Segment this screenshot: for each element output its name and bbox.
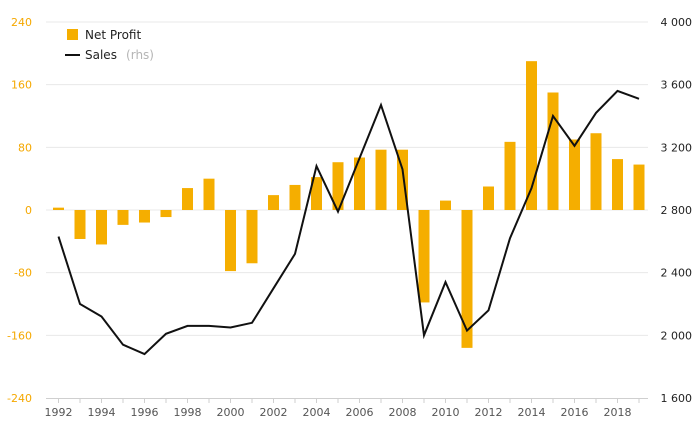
x-tick-label: 2000: [217, 406, 245, 419]
y-left-tick-label: 0: [25, 204, 32, 217]
y-right-tick-label: 2 400: [661, 267, 693, 280]
bar-net-profit-2011: [461, 210, 473, 348]
bar-net-profit-1996: [139, 210, 150, 223]
bar-net-profit-1999: [203, 178, 215, 210]
sales-line: [57, 89, 640, 356]
bar-net-profit-2001: [246, 210, 258, 264]
bar-net-profit-2007: [375, 149, 387, 210]
bar-net-profit-1993: [74, 210, 86, 239]
y-right-tick-label: 2 800: [661, 204, 693, 217]
bar-net-profit-1995: [117, 210, 129, 225]
y-right-tick-label: 3 200: [661, 141, 693, 154]
bar-net-profit-2003: [289, 184, 301, 210]
bar-net-profit-2005: [332, 162, 344, 210]
y-right-tick-label: 1 600: [661, 392, 693, 405]
bar-net-profit-1998: [182, 188, 193, 210]
net-profit-bars: [53, 61, 645, 348]
legend-label-net-profit: Net Profit: [85, 28, 141, 42]
y-right-tick-label: 2 000: [661, 329, 693, 342]
legend-swatch-net-profit: [67, 29, 78, 40]
bar-net-profit-1992: [53, 207, 64, 210]
bar-net-profit-2010: [440, 200, 451, 210]
bar-net-profit-2016: [569, 139, 580, 210]
bar-net-profit-1997: [160, 210, 172, 218]
legend-label-sales-group: Sales (rhs): [85, 44, 154, 63]
bar-net-profit-2000: [225, 210, 236, 272]
y-left-tick-label: 240: [11, 16, 32, 29]
bar-net-profit-2015: [547, 92, 559, 210]
bar-net-profit-2018: [612, 159, 623, 210]
legend-label-sales-rhs: (rhs): [126, 48, 154, 62]
x-tick-label: 2006: [346, 406, 374, 419]
x-tick-label: 2012: [475, 406, 503, 419]
bar-net-profit-2013: [504, 141, 516, 210]
x-tick-label: 1992: [45, 406, 73, 419]
y-right-tick-label: 3 600: [661, 79, 693, 92]
bar-net-profit-2012: [483, 186, 494, 210]
x-tick-label: 2014: [518, 406, 546, 419]
legend-label-sales: Sales: [85, 48, 117, 62]
x-tick-label: 2016: [561, 406, 589, 419]
bar-net-profit-2017: [590, 133, 602, 210]
y-left-tick-label: -80: [14, 267, 32, 280]
bar-net-profit-2004: [311, 177, 322, 210]
y-left-tick-label: 80: [18, 141, 32, 154]
x-tick-label: 1994: [88, 406, 116, 419]
y-left-tick-label: 160: [11, 79, 32, 92]
x-tick-label: 2004: [303, 406, 331, 419]
x-tick-label: 2002: [260, 406, 288, 419]
x-tick-label: 2008: [389, 406, 417, 419]
bar-net-profit-1994: [96, 210, 107, 245]
y-left-tick-label: -160: [7, 329, 32, 342]
x-tick-label: 2018: [604, 406, 632, 419]
bar-net-profit-2009: [418, 210, 430, 303]
bar-net-profit-2019: [633, 164, 645, 210]
y-left-tick-label: -240: [7, 392, 32, 405]
x-tick-label: 1996: [131, 406, 159, 419]
bar-net-profit-2008: [397, 149, 408, 210]
sales-line-group: [57, 89, 640, 356]
x-tick-label: 2010: [432, 406, 460, 419]
bar-net-profit-2006: [354, 157, 365, 210]
y-right-tick-label: 4 000: [661, 16, 693, 29]
legend: Net Profit Sales (rhs): [65, 28, 154, 63]
axes: 240 160 80 0 -80 -160 -240 4 000 3 600 3 200 2 800…: [7, 16, 692, 419]
bar-net-profit-2014: [526, 61, 537, 210]
bar-net-profit-2002: [268, 195, 279, 210]
x-tick-label: 1998: [174, 406, 202, 419]
